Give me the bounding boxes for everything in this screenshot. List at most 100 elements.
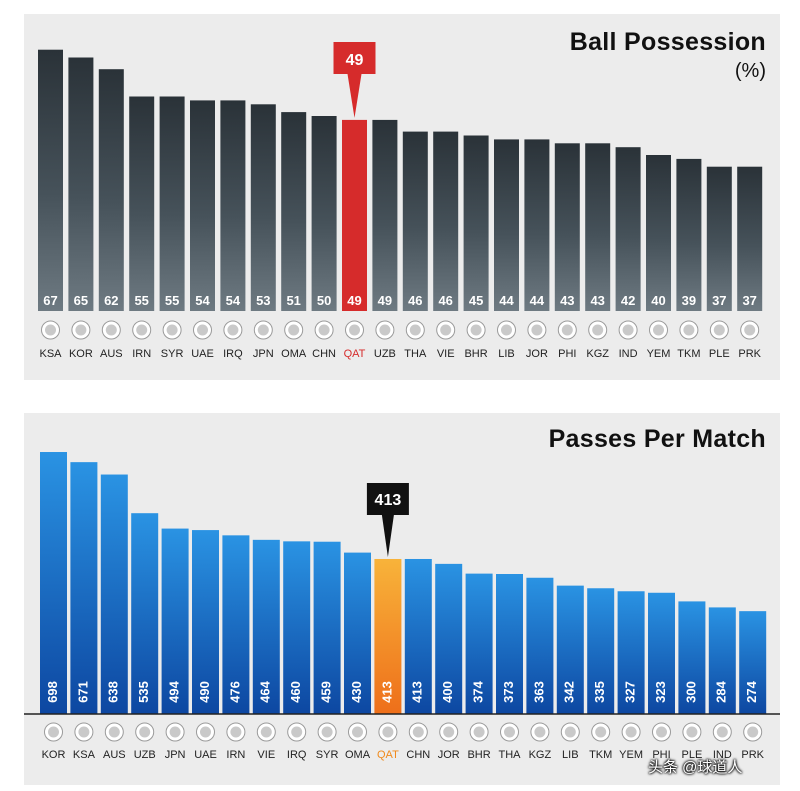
flag-icon-vie — [256, 722, 276, 742]
bar-irn — [129, 96, 155, 311]
category-label-jor: JOR — [438, 749, 460, 761]
flag-icon-tkm — [591, 722, 611, 742]
value-label-irn: 55 — [134, 293, 148, 308]
value-label-yem: 327 — [623, 681, 638, 703]
value-label-jor: 400 — [440, 681, 455, 703]
flag-icon-lib — [560, 722, 580, 742]
bar-irq — [220, 100, 246, 312]
category-label-irq: IRQ — [223, 348, 243, 360]
category-label-yem: YEM — [619, 749, 643, 761]
watermark: 头条 @球道人 — [648, 759, 743, 776]
value-label-irq: 54 — [226, 293, 241, 308]
bar-uae — [192, 530, 219, 714]
category-label-syr: SYR — [161, 348, 184, 360]
category-label-ple: PLE — [709, 348, 730, 360]
flag-icon-ple — [682, 722, 702, 742]
category-label-ple: PLE — [682, 749, 703, 761]
bar-jpn — [250, 104, 276, 311]
value-label-ksa: 671 — [75, 681, 90, 703]
category-label-qat: QAT — [344, 348, 366, 360]
category-label-jpn: JPN — [253, 348, 274, 360]
bar-yem — [617, 591, 645, 714]
category-label-irn: IRN — [226, 749, 245, 761]
bar-uzb — [372, 119, 398, 312]
bar-ind — [615, 147, 641, 311]
bar-bhr — [465, 573, 493, 714]
value-label-yem: 40 — [651, 293, 665, 308]
bar-irq — [283, 541, 311, 714]
bar-aus — [100, 474, 128, 714]
value-label-uae: 490 — [197, 681, 212, 703]
bar-phi — [648, 592, 675, 714]
category-label-kor: KOR — [69, 348, 93, 360]
bar-tkm — [587, 588, 615, 714]
flag-icon-prk — [740, 320, 760, 340]
bar-kgz — [585, 143, 611, 311]
flag-icon-phi — [557, 320, 577, 340]
value-label-tkm: 39 — [682, 293, 696, 308]
category-label-phi: PHI — [652, 749, 670, 761]
category-label-kor: KOR — [42, 749, 66, 761]
bar-qat — [374, 558, 402, 714]
value-label-chn: 50 — [317, 293, 331, 308]
flag-icon-vie — [436, 320, 456, 340]
flag-icon-uzb — [375, 320, 395, 340]
value-label-qat: 413 — [379, 681, 394, 703]
flag-icon-jor — [527, 320, 547, 340]
flag-icon-kgz — [530, 722, 550, 742]
category-label-uae: UAE — [194, 749, 217, 761]
bar-lib — [494, 139, 519, 311]
flag-icon-kor — [44, 722, 63, 742]
bar-oma — [281, 112, 307, 311]
category-label-ind: IND — [713, 749, 732, 761]
value-label-prk: 37 — [742, 293, 756, 308]
value-label-jor: 44 — [530, 293, 545, 308]
flag-icon-tkm — [679, 320, 699, 340]
category-label-jor: JOR — [526, 348, 548, 360]
category-label-vie: VIE — [437, 348, 455, 360]
flag-icon-qat — [378, 722, 398, 742]
flag-icon-jor — [439, 722, 459, 742]
flag-icon-syr — [317, 722, 337, 742]
category-label-aus: AUS — [103, 749, 126, 761]
bar-vie — [252, 539, 280, 714]
chart-unit: (%) — [734, 60, 766, 82]
category-label-yem: YEM — [647, 348, 671, 360]
category-label-ksa: KSA — [39, 348, 62, 360]
value-label-lib: 342 — [562, 681, 577, 703]
flag-icon-ksa — [74, 722, 94, 742]
bar-yem — [646, 155, 671, 311]
value-label-irq: 460 — [288, 681, 303, 703]
bar-ksa — [38, 49, 63, 311]
chart-title: Passes Per Match — [548, 425, 766, 453]
value-label-tha: 373 — [501, 681, 516, 703]
bar-ple — [706, 166, 732, 311]
value-label-ple: 300 — [683, 681, 698, 703]
bar-irn — [222, 535, 250, 714]
category-label-kgz: KGZ — [529, 749, 552, 761]
value-label-ksa: 67 — [43, 293, 57, 308]
flag-icon-uae — [193, 320, 212, 340]
category-label-chn: CHN — [406, 749, 430, 761]
flag-icon-irn — [226, 722, 246, 742]
flag-icon-yem — [649, 320, 668, 340]
flag-icon-lib — [497, 320, 516, 340]
value-label-jpn: 494 — [167, 680, 182, 702]
chart-title: Ball Possession — [569, 28, 766, 56]
bar-jor — [435, 563, 463, 714]
bar-lib — [556, 585, 584, 714]
flag-icon-yem — [621, 722, 641, 742]
bar-aus — [98, 69, 124, 311]
value-label-phi: 323 — [653, 681, 668, 703]
flag-icon-irq — [287, 722, 307, 742]
flag-icon-oma — [348, 722, 367, 742]
flag-icon-bhr — [466, 320, 486, 340]
value-label-aus: 62 — [104, 293, 118, 308]
category-label-ind: IND — [619, 348, 638, 360]
highlight-value: 413 — [375, 492, 402, 509]
bar-tha — [402, 131, 428, 311]
value-label-lib: 44 — [499, 293, 514, 308]
bar-oma — [344, 552, 371, 714]
highlight-callout: 49 — [333, 42, 376, 118]
category-label-qat: QAT — [377, 749, 399, 761]
